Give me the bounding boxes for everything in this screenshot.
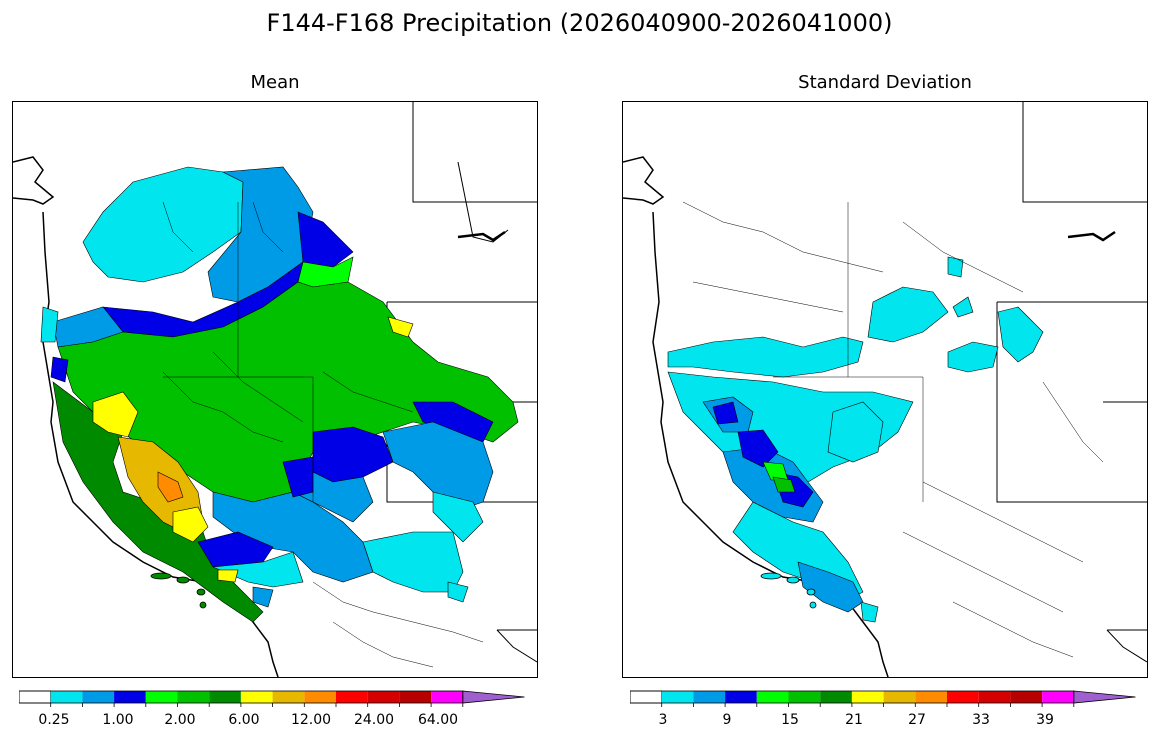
mean-colorbar-swatch-4 xyxy=(145,691,178,703)
mean-colorbar-label-0: 0.25 xyxy=(38,712,70,728)
figure-title: F144-F168 Precipitation (2026040900-2026… xyxy=(266,9,893,37)
stddev-colorbar-swatch-14 xyxy=(1073,690,1136,704)
mean-panel: Mean xyxy=(0,0,560,741)
mean-colorbar-swatch-10 xyxy=(336,691,368,703)
mean-colorbar-label-3: 6.00 xyxy=(228,712,260,728)
stddev-colorbar-swatch-7 xyxy=(851,691,884,703)
stddev-colorbar-swatch-2 xyxy=(693,691,726,703)
stddev-panel-title: Standard Deviation xyxy=(798,72,972,93)
stddev-colorbar-label-3: 21 xyxy=(845,712,863,728)
mean-channel-islands xyxy=(150,572,207,609)
stddev-colorbar xyxy=(630,690,1136,707)
stddev-colorbar-ticks xyxy=(661,703,1075,707)
mean-colorbar-swatch-6 xyxy=(209,691,241,703)
stddev-colorbar-swatch-9 xyxy=(915,691,947,703)
mean-colorbar-swatch-5 xyxy=(177,691,210,703)
mean-colorbar-swatch-3 xyxy=(114,691,146,703)
mean-colorbar-label-2: 2.00 xyxy=(164,712,196,728)
stddev-colorbar-label-0: 3 xyxy=(658,712,668,728)
stddev-map-svg xyxy=(623,102,1147,677)
stddev-coastline xyxy=(623,156,889,677)
mean-colorbar-label-1: 1.00 xyxy=(102,712,134,728)
stddev-map xyxy=(622,101,1148,678)
stddev-colorbar-swatches xyxy=(630,690,1136,704)
stddev-colorbar-swatch-1 xyxy=(661,691,694,703)
stddev-colorbar-swatch-5 xyxy=(788,691,821,703)
mean-colorbar-swatch-2 xyxy=(82,691,115,703)
mean-fill-regions xyxy=(40,166,519,623)
mean-colorbar-ticks xyxy=(50,703,464,707)
mean-colorbar-swatch-12 xyxy=(399,691,432,703)
mean-colorbar-swatch-11 xyxy=(367,691,400,703)
mean-panel-title: Mean xyxy=(250,72,300,93)
mean-colorbar xyxy=(19,690,525,707)
mean-colorbar-swatch-14 xyxy=(462,690,525,704)
stddev-colorbar-swatch-4 xyxy=(756,691,789,703)
mean-colorbar-swatch-13 xyxy=(431,691,463,703)
stddev-colorbar-label-5: 33 xyxy=(972,712,990,728)
mean-basin-lines xyxy=(162,201,484,668)
stddev-panel: Standard Deviation xyxy=(600,0,1159,741)
stddev-boundaries xyxy=(996,102,1147,663)
stddev-colorbar-label-2: 15 xyxy=(781,712,799,728)
stddev-colorbar-swatch-3 xyxy=(725,691,757,703)
stddev-channel-islands xyxy=(760,572,817,609)
mean-colorbar-swatch-0 xyxy=(19,690,52,704)
stddev-colorbar-swatch-10 xyxy=(947,691,979,703)
mean-colorbar-swatch-7 xyxy=(240,691,273,703)
stddev-colorbar-swatch-8 xyxy=(883,691,916,703)
mean-colorbar-swatch-8 xyxy=(272,691,305,703)
stddev-fill-regions xyxy=(667,256,1044,623)
stddev-colorbar-label-4: 27 xyxy=(908,712,926,728)
mean-colorbar-label-4: 12.00 xyxy=(290,712,332,728)
mean-colorbar-swatch-9 xyxy=(304,691,336,703)
mean-map xyxy=(12,101,538,678)
stddev-colorbar-swatch-0 xyxy=(630,690,663,704)
stddev-colorbar-swatch-12 xyxy=(1010,691,1043,703)
stddev-colorbar-swatch-13 xyxy=(1042,691,1074,703)
mean-colorbar-swatches xyxy=(19,690,525,704)
mean-colorbar-label-6: 64.00 xyxy=(417,712,459,728)
mean-colorbar-label-5: 24.00 xyxy=(353,712,395,728)
stddev-colorbar-swatch-6 xyxy=(820,691,852,703)
mean-colorbar-swatch-1 xyxy=(50,691,83,703)
stddev-colorbar-label-6: 39 xyxy=(1036,712,1054,728)
stddev-colorbar-label-1: 9 xyxy=(722,712,732,728)
stddev-colorbar-swatch-11 xyxy=(978,691,1011,703)
stddev-basin-lines xyxy=(682,201,1104,658)
mean-map-svg xyxy=(13,102,537,677)
